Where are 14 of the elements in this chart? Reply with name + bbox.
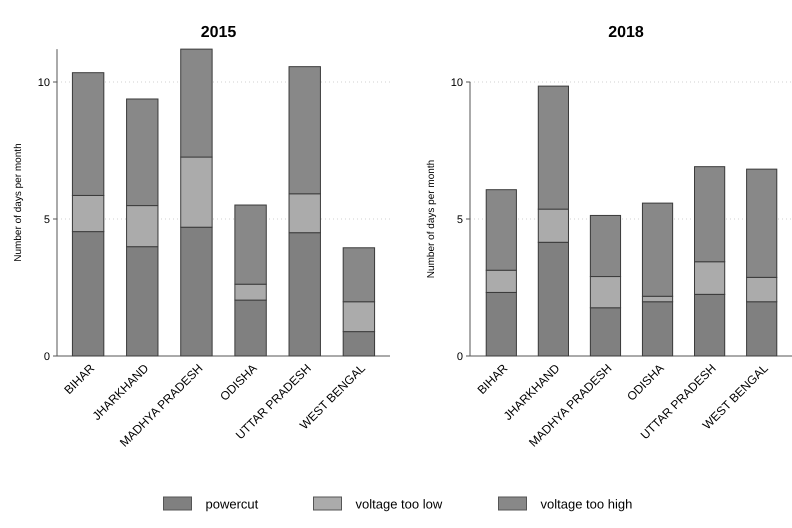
y-axis-title: Number of days per month	[13, 143, 24, 262]
bar	[642, 301, 674, 356]
y-tick-label: 5	[456, 214, 463, 226]
legend-label: voltage too low	[356, 496, 443, 512]
y-tick-label: 10	[38, 76, 50, 89]
y-tick-label: 0	[456, 350, 463, 363]
legend-label: powercut	[206, 496, 259, 512]
y-tick-label: 5	[44, 214, 50, 226]
y-tick-label: 0	[44, 350, 50, 363]
legend-label: voltage too high	[540, 496, 632, 512]
y-tick-label: 10	[450, 76, 463, 89]
chart-title: 2018	[608, 24, 644, 41]
y-axis-title: Number of days per month	[426, 160, 437, 278]
chart-title: 2015	[200, 24, 236, 41]
